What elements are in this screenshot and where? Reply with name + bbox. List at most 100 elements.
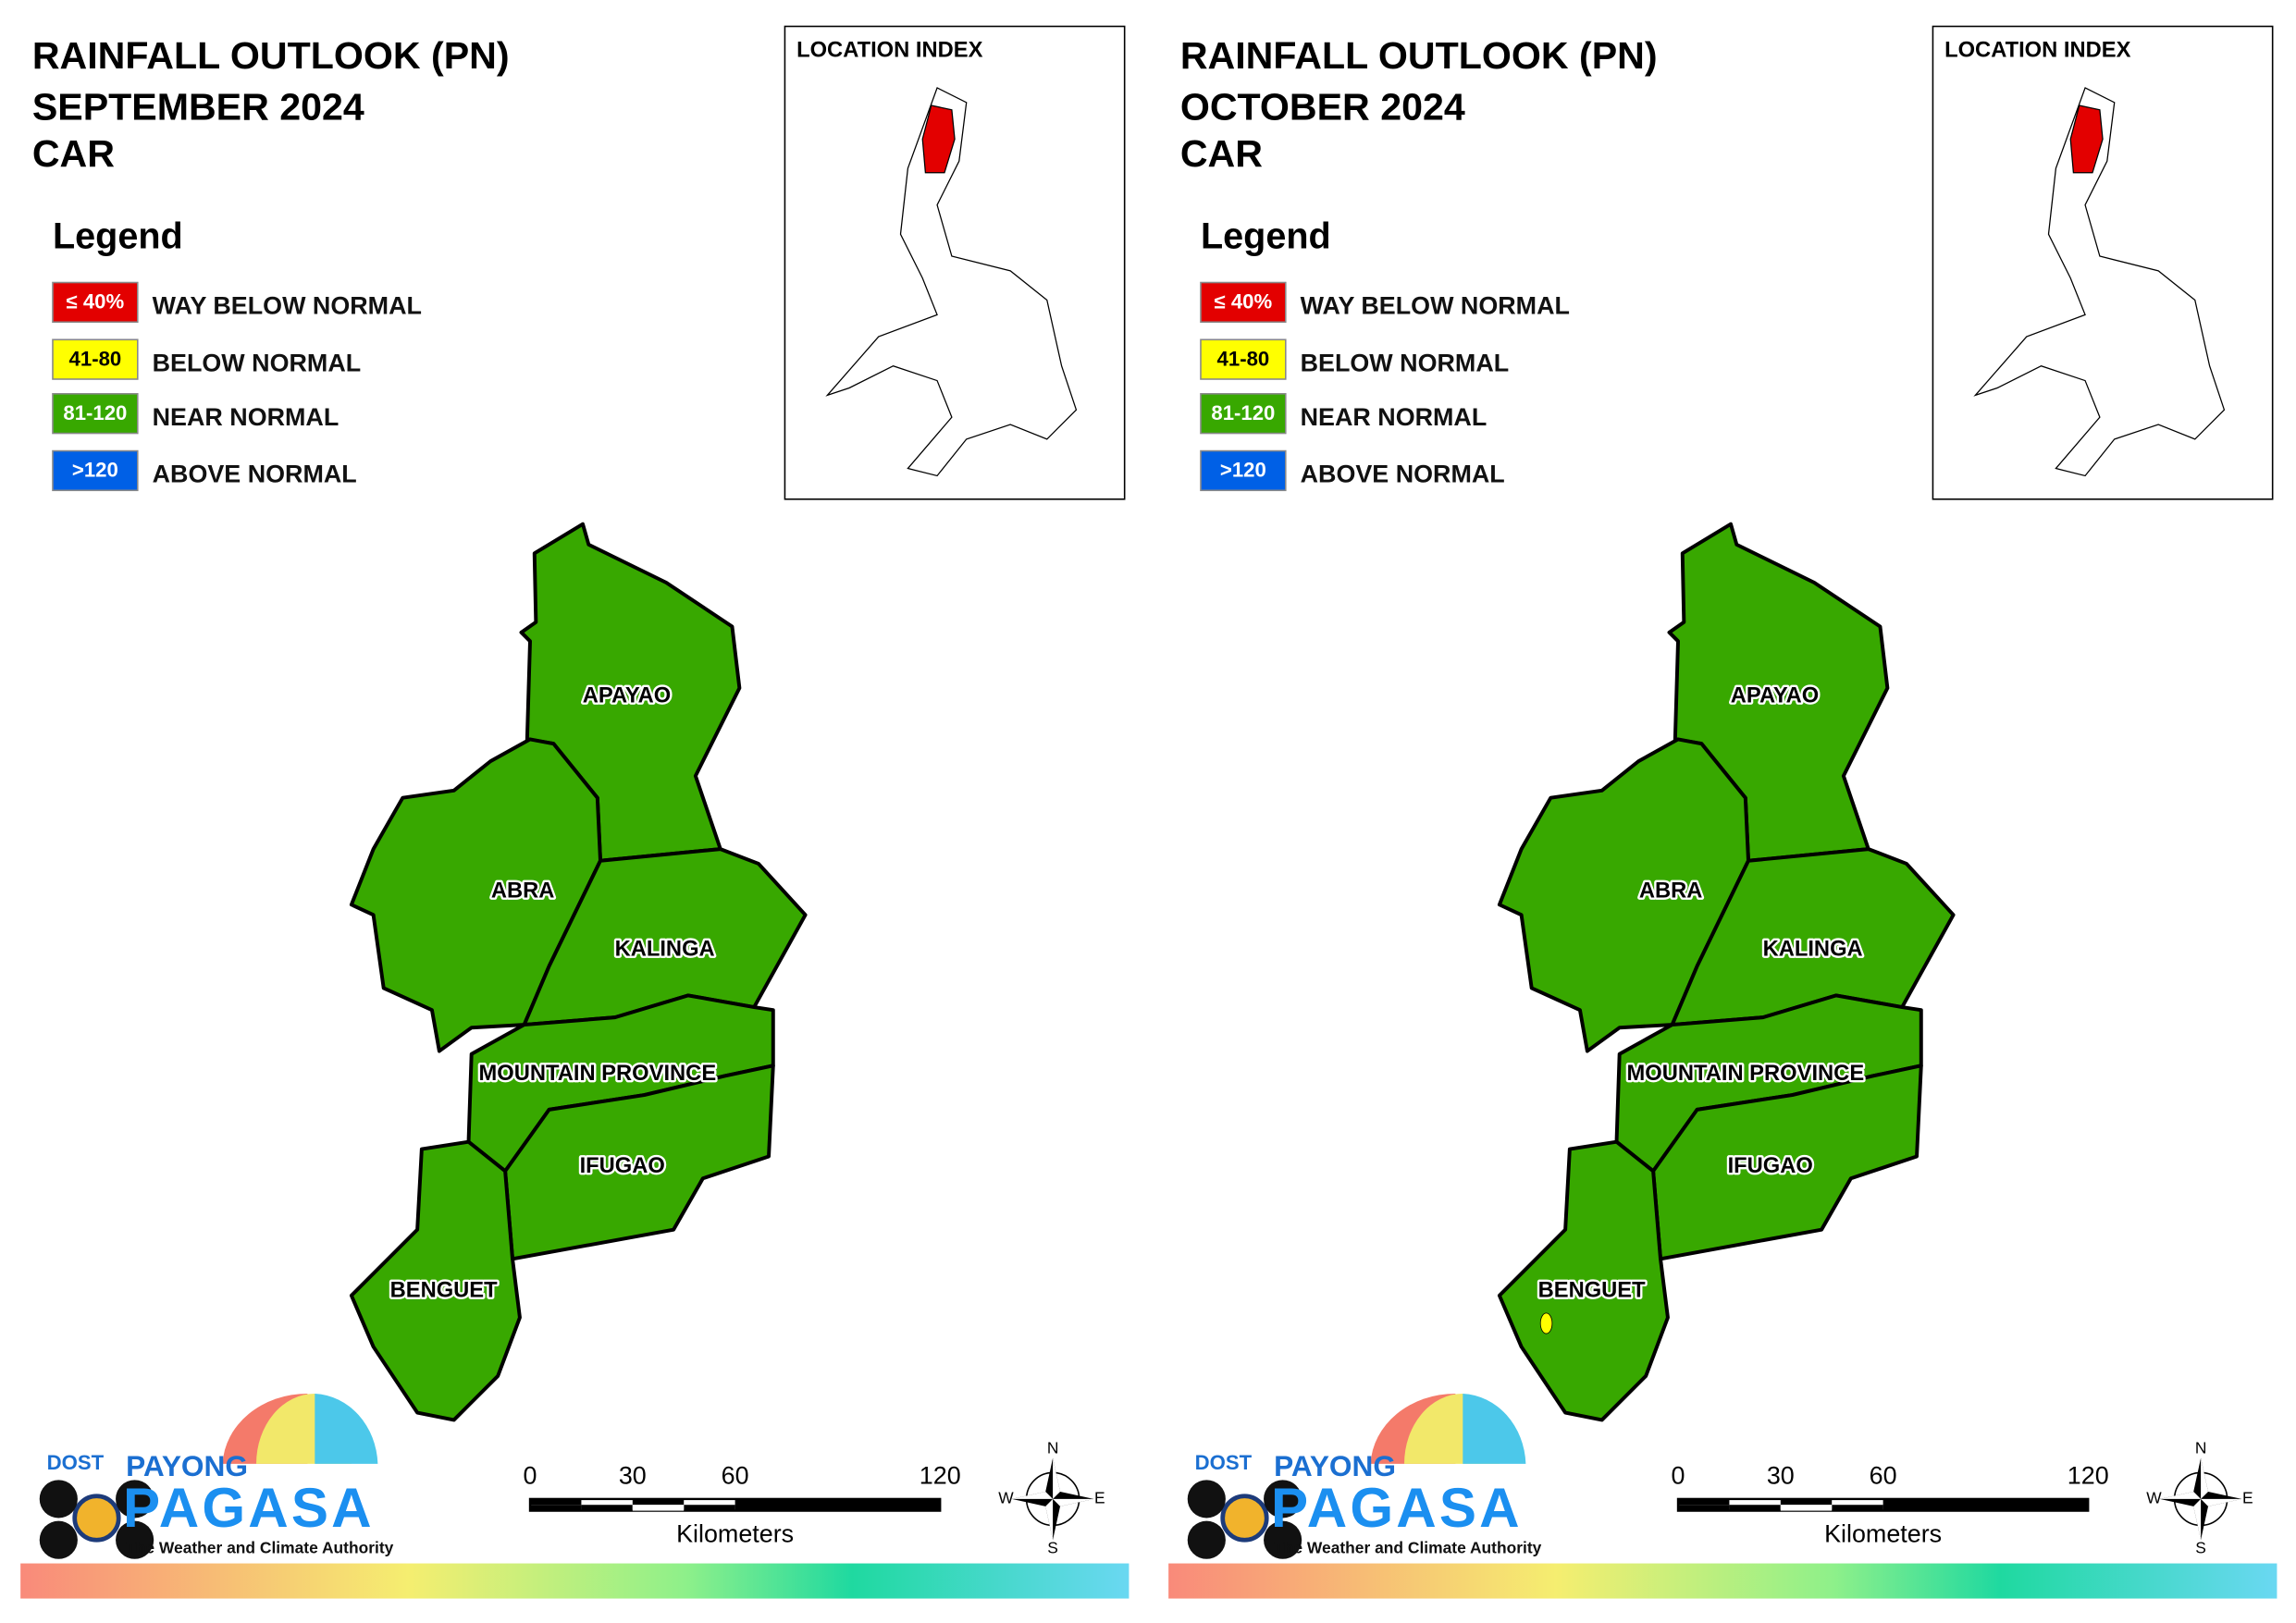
rainfall-spot [1539, 1312, 1553, 1334]
seal [1220, 1494, 1269, 1543]
legend-label: BELOW NORMAL [153, 349, 362, 376]
logo-petal [1264, 1520, 1302, 1559]
legend-label: WAY BELOW NORMAL [1301, 292, 1570, 320]
logo-tagline: The Weather and Climate Authority [1274, 1538, 1541, 1556]
logo-dost: DOST [47, 1451, 105, 1474]
province-label: ABRA [491, 879, 555, 903]
inset-outline [1973, 87, 2226, 477]
compass-n: N [1047, 1439, 1059, 1457]
map-title: CAR [32, 132, 115, 175]
legend-swatch-label: 81-120 [1211, 401, 1275, 424]
scale-segment [1780, 1498, 1833, 1506]
province-label: ABRA [1639, 879, 1703, 903]
province-label: MOUNTAIN PROVINCE [478, 1062, 716, 1086]
logo-payong: PAYONG [126, 1449, 248, 1482]
province-label: APAYAO [583, 684, 671, 708]
inset-title: LOCATION INDEX [796, 39, 982, 63]
color-band [20, 1563, 1129, 1599]
logo-dost: DOST [1195, 1451, 1253, 1474]
scale-segment [734, 1498, 941, 1511]
scale-tick-label: 120 [2068, 1461, 2109, 1489]
legend-label: NEAR NORMAL [153, 403, 339, 431]
province-label: MOUNTAIN PROVINCE [1626, 1062, 1864, 1086]
province-label: APAYAO [1731, 684, 1819, 708]
compass-w: W [2146, 1489, 2162, 1507]
compass-n: N [2195, 1439, 2207, 1457]
legend-swatch [52, 449, 139, 492]
compass-e: E [1094, 1489, 1105, 1507]
province [349, 1139, 522, 1422]
scale-segment [1678, 1505, 1730, 1511]
legend-label: BELOW NORMAL [1301, 349, 1510, 376]
scale-tick-label: 0 [1672, 1461, 1685, 1489]
legend-swatch-label: ≤ 40% [67, 290, 125, 314]
compass-w: W [998, 1489, 1014, 1507]
scale-tick-label: 30 [619, 1461, 647, 1489]
province [1497, 737, 1750, 1053]
logo-tagline: The Weather and Climate Authority [126, 1538, 393, 1556]
logo-petal [39, 1480, 78, 1518]
province-label: BENGUET [1538, 1278, 1647, 1302]
map-title: RAINFALL OUTLOOK (PN) [32, 34, 510, 77]
map-title: OCTOBER 2024 [1180, 86, 1465, 129]
scale-segment [581, 1505, 633, 1511]
scale-tick-label: 60 [722, 1461, 749, 1489]
legend-swatch-label: 81-120 [63, 401, 127, 424]
logo-payong: PAYONG [1274, 1449, 1396, 1482]
inset-outline [825, 87, 1078, 477]
compass-s: S [1047, 1538, 1058, 1556]
province-label: IFUGAO [1728, 1154, 1813, 1178]
compass-s: S [2195, 1538, 2206, 1556]
color-band [1168, 1563, 2277, 1599]
inset-title: LOCATION INDEX [1944, 39, 2130, 63]
legend-swatch [1200, 338, 1287, 380]
scale-segment [1780, 1505, 1833, 1511]
scale-segment [1832, 1505, 1883, 1511]
legend-swatch [52, 393, 139, 435]
legend-label: ABOVE NORMAL [153, 461, 357, 488]
scale-segment [632, 1505, 685, 1511]
province-label: KALINGA [615, 938, 715, 962]
province [349, 737, 602, 1053]
logo-pagasa: PAGASA [123, 1477, 375, 1539]
logo-petal [1264, 1480, 1302, 1518]
scale-tick-label: 120 [920, 1461, 961, 1489]
umbrella-right [1463, 1393, 1526, 1464]
legend-swatch [52, 338, 139, 380]
scale-segment [530, 1505, 582, 1511]
logo-petal [1187, 1480, 1226, 1518]
inset-highlight [921, 105, 956, 174]
compass-rose-inner [1011, 1457, 1094, 1541]
scale-tick-label: 30 [1767, 1461, 1795, 1489]
logo-petal [39, 1520, 78, 1559]
seal [72, 1494, 121, 1543]
legend-swatch-label: >120 [1220, 459, 1266, 482]
province [1497, 1139, 1670, 1422]
map-title: RAINFALL OUTLOOK (PN) [1180, 34, 1658, 77]
scale-tick-label: 60 [1870, 1461, 1897, 1489]
map-title: SEPTEMBER 2024 [32, 86, 364, 129]
compass-rose [2159, 1457, 2242, 1541]
logo-petal [116, 1520, 154, 1559]
legend-swatch [1200, 281, 1287, 324]
logo-pagasa: PAGASA [1271, 1477, 1523, 1539]
map-title: CAR [1180, 132, 1263, 175]
scale-segment [530, 1498, 582, 1506]
province-label: BENGUET [390, 1278, 499, 1302]
legend-title: Legend [53, 215, 183, 256]
province-label: KALINGA [1763, 938, 1863, 962]
legend-swatch-label: >120 [72, 459, 118, 482]
legend-swatch [1200, 449, 1287, 492]
legend-swatch-label: ≤ 40% [1215, 290, 1273, 314]
scale-segment [1678, 1498, 1730, 1506]
legend-swatch [52, 281, 139, 324]
legend-label: ABOVE NORMAL [1301, 461, 1505, 488]
legend-swatch [1200, 393, 1287, 435]
scale-segment [1729, 1505, 1781, 1511]
legend-label: NEAR NORMAL [1301, 403, 1487, 431]
scale-segment [632, 1498, 685, 1506]
